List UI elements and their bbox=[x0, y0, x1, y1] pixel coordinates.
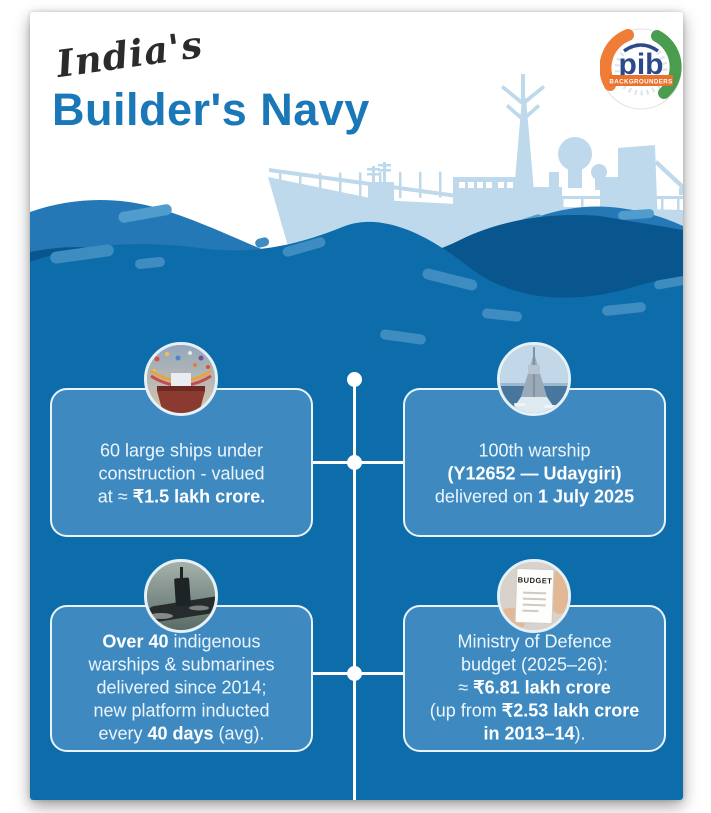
logo-saffron-arc bbox=[599, 29, 634, 91]
card-text: 100th warship (Y12652 — Udaygiri) delivere… bbox=[434, 440, 635, 507]
connector-node-mid bbox=[347, 455, 362, 470]
submarine-icon bbox=[144, 559, 218, 633]
logo-banner-text: BACKGROUNDERS bbox=[609, 79, 672, 86]
connector-node-low bbox=[347, 666, 362, 681]
logo-green-arc bbox=[651, 30, 682, 99]
card-text: Ministry of Defence budget (2025–26): ≈ ₹6… bbox=[429, 631, 640, 744]
card-text: 60 large ships under construction - value… bbox=[97, 440, 266, 507]
warship-icon bbox=[497, 342, 571, 416]
card-indigenous-deliveries: Over 40 indigenous warships & submarines d… bbox=[50, 605, 313, 752]
pib-logo: pib BACKGROUNDERS bbox=[599, 27, 682, 111]
infographic-sheet: India's Builder's Navy pib BACKGROUNDERS… bbox=[30, 12, 683, 800]
budget-label: BUDGET bbox=[518, 575, 553, 585]
connector-node-top bbox=[347, 372, 362, 387]
budget-icon: BUDGET bbox=[497, 559, 571, 633]
connector-spine bbox=[353, 379, 356, 800]
card-text: Over 40 indigenous warships & submarines d… bbox=[88, 631, 275, 744]
page-title: Builder's Navy bbox=[52, 84, 370, 135]
ship-launch-icon bbox=[144, 342, 218, 416]
card-defence-budget: Ministry of Defence budget (2025–26): ≈ ₹6… bbox=[403, 605, 666, 752]
